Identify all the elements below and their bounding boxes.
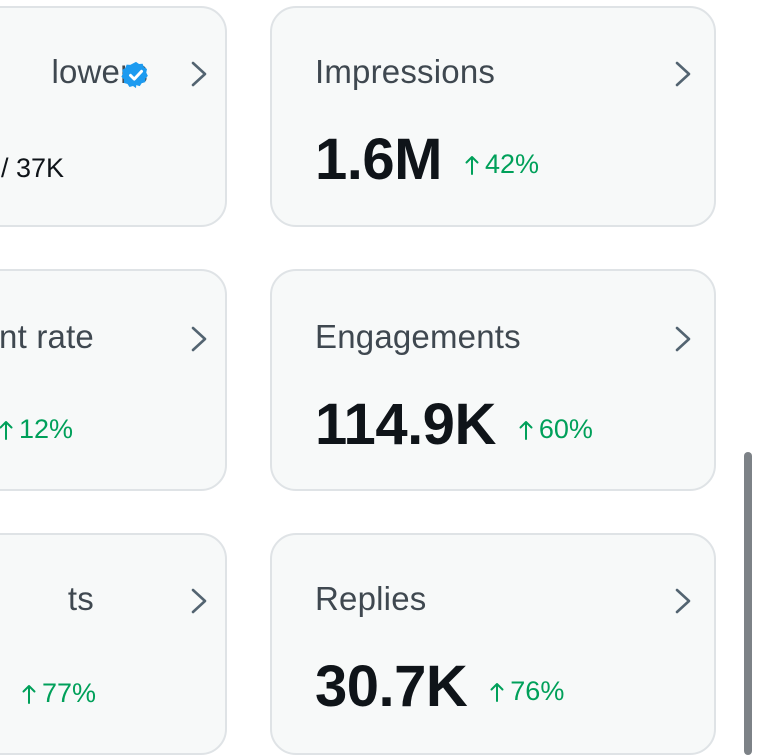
delta-badge: 12% [0, 414, 73, 445]
metric-row: 1.6M 42% [315, 126, 539, 193]
delta-badge: 42% [464, 149, 539, 180]
engagement-rate-card[interactable]: nt rate 12% [0, 269, 227, 491]
chevron-right-icon [191, 61, 207, 87]
engagements-card[interactable]: Engagements 114.9K 60% [270, 269, 716, 491]
scrollbar-thumb[interactable] [744, 452, 752, 755]
chevron-right-icon [675, 61, 691, 87]
arrow-up-icon [490, 682, 504, 702]
chevron-right-icon [191, 588, 207, 614]
verified-badge-icon [121, 61, 148, 89]
delta-badge: 77% [21, 678, 96, 709]
delta-percent: 76% [510, 676, 565, 706]
posts-card[interactable]: ts 77% [0, 533, 227, 755]
card-title: ts [67, 580, 94, 617]
arrow-up-icon [465, 155, 479, 175]
impressions-card[interactable]: Impressions 1.6M 42% [270, 6, 716, 227]
chevron-right-icon [675, 588, 691, 614]
card-title: nt rate [0, 318, 94, 355]
card-title: Engagements [315, 318, 521, 355]
card-title: Replies [315, 580, 427, 617]
arrow-up-icon [0, 420, 13, 440]
chevron-right-icon [675, 326, 691, 352]
metric-value: 30.7K [315, 654, 468, 719]
delta-percent: 42% [484, 149, 539, 179]
metric-value: 114.9K [315, 392, 496, 457]
arrow-up-icon [519, 420, 533, 440]
card-title: Impressions [315, 53, 496, 90]
delta-badge: 60% [518, 414, 593, 445]
chevron-right-icon [191, 326, 207, 352]
delta-percent: 60% [538, 414, 593, 444]
metric-value: 1.6M [315, 127, 442, 192]
metric-row: 114.9K 60% [315, 391, 593, 458]
delta-badge: 76% [489, 676, 564, 707]
followers-card[interactable]: lowers / 37K [0, 6, 227, 227]
followers-partial-value: / 37K [1, 153, 65, 183]
replies-card[interactable]: Replies 30.7K 76% [270, 533, 716, 755]
delta-percent: 12% [19, 414, 74, 444]
arrow-up-icon [22, 684, 36, 704]
metric-row: 30.7K 76% [315, 653, 564, 720]
delta-percent: 77% [42, 678, 97, 708]
followers-value: / 37K [1, 153, 64, 184]
